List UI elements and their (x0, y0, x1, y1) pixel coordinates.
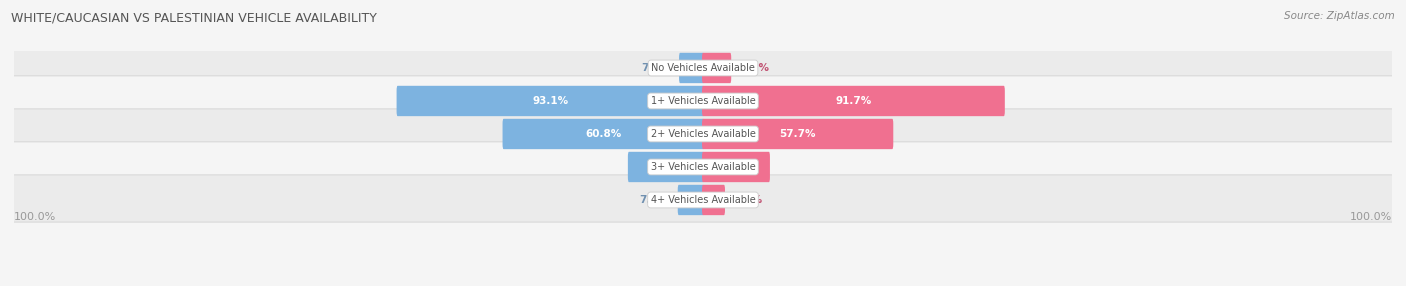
FancyBboxPatch shape (396, 86, 704, 116)
Text: 6.4%: 6.4% (734, 195, 763, 205)
FancyBboxPatch shape (13, 175, 1393, 222)
Text: WHITE/CAUCASIAN VS PALESTINIAN VEHICLE AVAILABILITY: WHITE/CAUCASIAN VS PALESTINIAN VEHICLE A… (11, 11, 377, 24)
Text: 8.3%: 8.3% (740, 63, 769, 73)
Text: Source: ZipAtlas.com: Source: ZipAtlas.com (1284, 11, 1395, 21)
FancyBboxPatch shape (702, 53, 731, 83)
FancyBboxPatch shape (702, 185, 725, 215)
Text: 20.1%: 20.1% (718, 162, 754, 172)
FancyBboxPatch shape (13, 43, 1393, 90)
Text: 1+ Vehicles Available: 1+ Vehicles Available (651, 96, 755, 106)
FancyBboxPatch shape (628, 152, 704, 182)
FancyBboxPatch shape (13, 142, 1393, 189)
FancyBboxPatch shape (13, 76, 1393, 123)
FancyBboxPatch shape (679, 53, 704, 83)
FancyBboxPatch shape (702, 119, 893, 149)
Text: No Vehicles Available: No Vehicles Available (651, 63, 755, 73)
Text: 93.1%: 93.1% (533, 96, 568, 106)
Text: 57.7%: 57.7% (779, 129, 815, 139)
Text: 7.4%: 7.4% (640, 195, 669, 205)
Text: 100.0%: 100.0% (1350, 212, 1392, 223)
FancyBboxPatch shape (702, 86, 1005, 116)
Text: 91.7%: 91.7% (835, 96, 872, 106)
FancyBboxPatch shape (502, 119, 704, 149)
Text: 60.8%: 60.8% (585, 129, 621, 139)
FancyBboxPatch shape (702, 152, 770, 182)
Text: 100.0%: 100.0% (14, 212, 56, 223)
Text: 3+ Vehicles Available: 3+ Vehicles Available (651, 162, 755, 172)
Text: 4+ Vehicles Available: 4+ Vehicles Available (651, 195, 755, 205)
Text: 22.6%: 22.6% (648, 162, 685, 172)
FancyBboxPatch shape (13, 109, 1393, 156)
FancyBboxPatch shape (678, 185, 704, 215)
Text: 2+ Vehicles Available: 2+ Vehicles Available (651, 129, 755, 139)
Text: 7.0%: 7.0% (641, 63, 671, 73)
